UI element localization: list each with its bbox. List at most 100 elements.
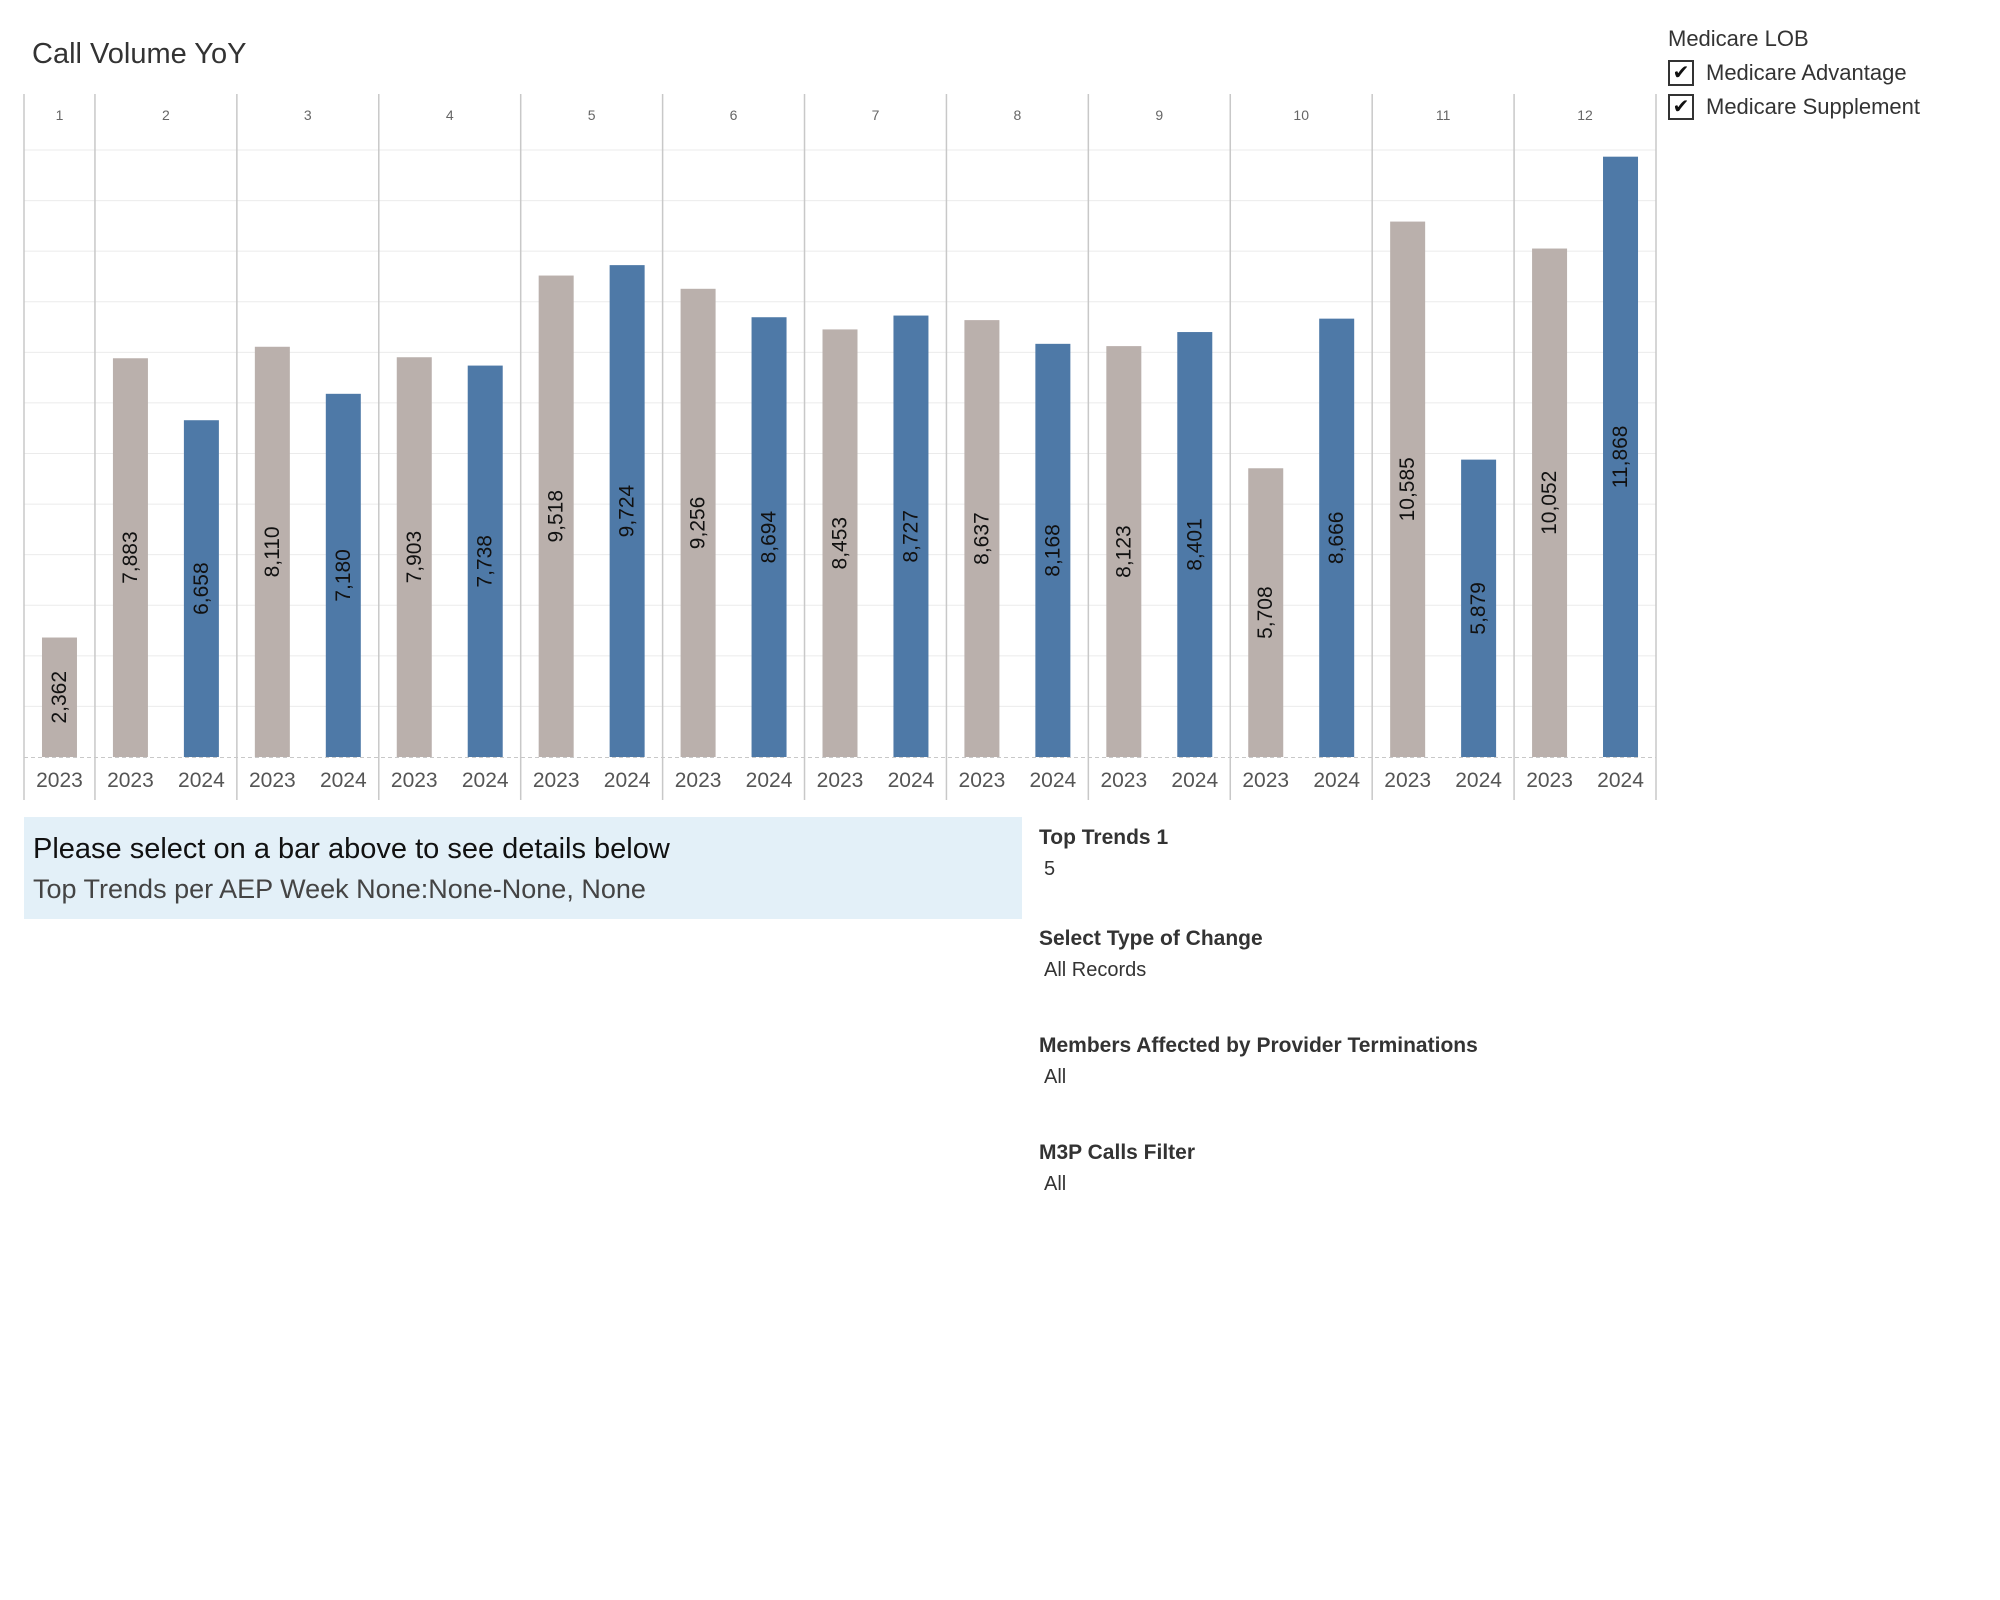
filter-value[interactable]: All <box>1044 1066 1067 1088</box>
bar-value-label: 9,724 <box>616 484 639 537</box>
bar <box>1603 156 1639 757</box>
month-label: 12 <box>1577 107 1593 123</box>
medicare-lob-legend: Medicare LOB ✔ Medicare Advantage ✔ Medi… <box>1668 26 1920 124</box>
year-tick-label: 2024 <box>320 769 367 792</box>
info-instruction: Please select on a bar above to see deta… <box>33 833 670 865</box>
bar <box>1106 346 1142 757</box>
bar-value-label: 5,879 <box>1467 582 1490 635</box>
bar <box>183 420 219 757</box>
bar <box>680 288 716 757</box>
month-label: 5 <box>588 107 596 123</box>
year-tick-label: 2024 <box>178 769 225 792</box>
bar <box>822 329 858 757</box>
month-label: 9 <box>1155 107 1163 123</box>
filter-top-trends: Top Trends 1 5 <box>1039 826 1168 881</box>
checkbox-icon[interactable]: ✔ <box>1668 60 1694 86</box>
filter-provider-terminations: Members Affected by Provider Termination… <box>1039 1034 1478 1089</box>
bar <box>1319 318 1355 757</box>
month-label: 7 <box>872 107 880 123</box>
bar-value-label: 8,123 <box>1112 525 1135 578</box>
month-label: 1 <box>56 107 64 123</box>
bar <box>396 357 432 757</box>
bar <box>112 358 148 757</box>
bar-value-label: 8,637 <box>970 512 993 565</box>
filter-m3p-calls: M3P Calls Filter All <box>1039 1141 1195 1196</box>
bar-value-label: 8,727 <box>899 510 922 563</box>
filter-value[interactable]: All <box>1044 1173 1067 1195</box>
year-tick-label: 2024 <box>1597 769 1644 792</box>
legend-item-medicare-advantage[interactable]: ✔ Medicare Advantage <box>1668 56 1920 90</box>
filter-label: M3P Calls Filter <box>1039 1141 1196 1164</box>
year-tick-label: 2023 <box>1526 769 1573 792</box>
bar-value-label: 8,110 <box>261 526 284 577</box>
bar-value-label: 10,585 <box>1396 457 1419 521</box>
bar-value-label: 11,868 <box>1609 426 1632 489</box>
bar <box>254 346 290 757</box>
month-label: 10 <box>1293 107 1309 123</box>
year-tick-label: 2024 <box>1455 769 1502 792</box>
legend-item-medicare-supplement[interactable]: ✔ Medicare Supplement <box>1668 90 1920 124</box>
bar-value-label: 10,052 <box>1538 471 1561 535</box>
year-tick-label: 2023 <box>1384 769 1431 792</box>
year-tick-label: 2023 <box>249 769 296 792</box>
details-info-panel: Please select on a bar above to see deta… <box>24 817 1022 919</box>
filter-label: Select Type of Change <box>1039 927 1263 950</box>
bar-value-label: 9,518 <box>545 490 568 543</box>
bar-value-label: 7,180 <box>332 549 355 602</box>
month-label: 11 <box>1436 107 1451 123</box>
year-tick-label: 2023 <box>1100 769 1147 792</box>
bar-chart[interactable]: 1 2,362 2023 2 7,883 2023 6,658 2024 3 8,110 2023 7… <box>0 0 2000 810</box>
year-tick-label: 2023 <box>817 769 864 792</box>
month-label: 6 <box>730 107 738 123</box>
bar-value-label: 8,694 <box>758 511 781 564</box>
bar-value-label: 8,453 <box>829 517 852 570</box>
checkbox-icon[interactable]: ✔ <box>1668 94 1694 120</box>
year-tick-label: 2024 <box>604 769 651 792</box>
bar-value-label: 6,658 <box>190 562 213 615</box>
bar <box>41 637 77 757</box>
bar <box>1532 248 1568 758</box>
bar-value-label: 8,401 <box>1183 518 1206 571</box>
legend-title: Medicare LOB <box>1668 26 1809 51</box>
bar-value-label: 7,738 <box>474 535 497 588</box>
bar <box>1248 468 1284 757</box>
year-tick-label: 2023 <box>1242 769 1289 792</box>
year-tick-label: 2024 <box>1313 769 1360 792</box>
bar-value-label: 8,666 <box>1325 512 1348 565</box>
bar-value-label: 9,256 <box>687 497 710 550</box>
year-tick-label: 2023 <box>959 769 1006 792</box>
year-tick-label: 2023 <box>391 769 438 792</box>
year-tick-label: 2024 <box>746 769 793 792</box>
bar <box>1390 221 1426 757</box>
filter-type-of-change: Select Type of Change All Records <box>1039 927 1263 982</box>
year-tick-label: 2024 <box>1030 769 1077 792</box>
bar <box>538 275 574 757</box>
bar <box>325 393 361 757</box>
info-top-trends: Top Trends per AEP Week None:None-None, … <box>33 874 646 904</box>
month-label: 3 <box>304 107 312 123</box>
year-tick-label: 2024 <box>462 769 509 792</box>
year-tick-label: 2024 <box>1171 769 1218 792</box>
year-tick-label: 2024 <box>888 769 935 792</box>
filter-value[interactable]: 5 <box>1044 858 1056 880</box>
bar <box>1035 343 1071 757</box>
year-tick-label: 2023 <box>36 769 83 792</box>
bar <box>893 315 929 757</box>
bar <box>751 317 787 757</box>
filter-label: Members Affected by Provider Termination… <box>1039 1034 1478 1057</box>
bar <box>964 320 1000 757</box>
year-tick-label: 2023 <box>533 769 580 792</box>
bar <box>609 265 645 757</box>
bar <box>1461 459 1497 757</box>
chart-title: Call Volume YoY <box>32 38 247 70</box>
bar-value-label: 7,883 <box>119 531 142 584</box>
bar-value-label: 5,708 <box>1254 586 1277 639</box>
legend-label: Medicare Advantage <box>1706 60 1907 85</box>
filter-value[interactable]: All Records <box>1044 959 1147 981</box>
bar <box>1177 332 1213 757</box>
month-label: 4 <box>446 107 454 123</box>
bar-value-label: 8,168 <box>1041 524 1064 577</box>
year-tick-label: 2023 <box>675 769 722 792</box>
filter-label: Top Trends 1 <box>1039 826 1169 849</box>
bar-value-label: 2,362 <box>48 671 71 724</box>
